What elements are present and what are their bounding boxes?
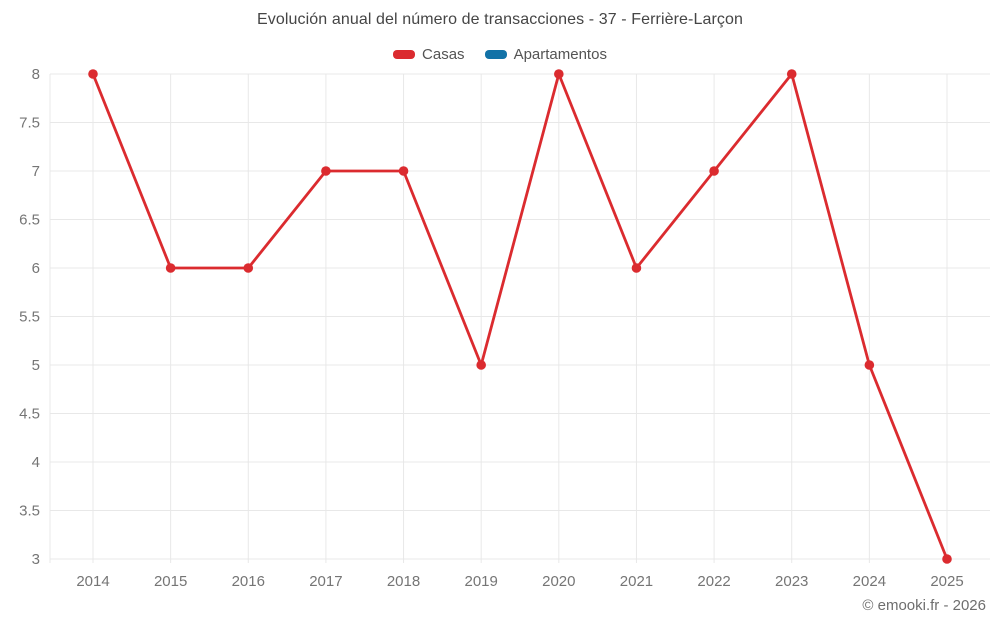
y-tick-label: 3 (32, 551, 40, 568)
y-tick-label: 7 (32, 163, 40, 180)
x-tick-label: 2021 (620, 573, 653, 590)
casas-data-point[interactable] (786, 69, 797, 79)
y-tick-label: 8 (32, 66, 40, 83)
x-tick-label: 2023 (775, 573, 808, 590)
casas-data-point[interactable] (942, 554, 952, 564)
legend-item-casas[interactable]: Casas (393, 46, 465, 63)
x-tick-label: 2016 (232, 573, 265, 590)
casas-data-point[interactable] (398, 166, 409, 176)
x-tick-label: 2017 (309, 573, 342, 590)
y-tick-label: 5.5 (19, 309, 40, 326)
x-tick-label: 2015 (154, 573, 187, 590)
y-tick-label: 6.5 (19, 212, 40, 229)
casas-data-point[interactable] (554, 69, 564, 79)
x-tick-label: 2018 (387, 573, 420, 590)
x-tick-label: 2025 (930, 573, 963, 590)
y-tick-label: 4.5 (19, 406, 40, 423)
casas-data-point[interactable] (476, 360, 486, 370)
x-tick-label: 2024 (853, 573, 886, 590)
y-tick-label: 6 (32, 260, 40, 277)
x-tick-label: 2014 (76, 573, 109, 590)
legend-label-casas: Casas (422, 46, 465, 63)
chart-title: Evolución anual del número de transaccio… (257, 11, 743, 28)
x-tick-label: 2019 (464, 573, 497, 590)
y-tick-label: 7.5 (19, 115, 40, 132)
x-tick-label: 2020 (542, 573, 575, 590)
casas-data-point[interactable] (631, 263, 642, 273)
y-tick-label: 3.5 (19, 503, 40, 520)
apartamentos-series-swatch-icon (484, 50, 507, 59)
y-tick-label: 5 (32, 357, 40, 374)
legend-item-apartamentos[interactable]: Apartamentos (484, 46, 607, 63)
casas-data-point[interactable] (243, 263, 254, 273)
casas-data-point[interactable] (864, 360, 875, 370)
casas-data-point[interactable] (709, 166, 719, 176)
casas-data-point[interactable] (88, 69, 98, 79)
x-tick-label: 2022 (697, 573, 730, 590)
y-tick-label: 4 (32, 454, 40, 471)
legend-label-apartamentos: Apartamentos (513, 46, 607, 63)
casas-data-point[interactable] (165, 263, 176, 273)
chart-legend: Casas Apartamentos (0, 46, 1000, 63)
casas-series-swatch-icon (393, 50, 416, 59)
copyright-credit: © emooki.fr - 2026 (862, 597, 986, 614)
casas-series-line (91, 72, 949, 561)
casas-data-point[interactable] (321, 166, 331, 176)
